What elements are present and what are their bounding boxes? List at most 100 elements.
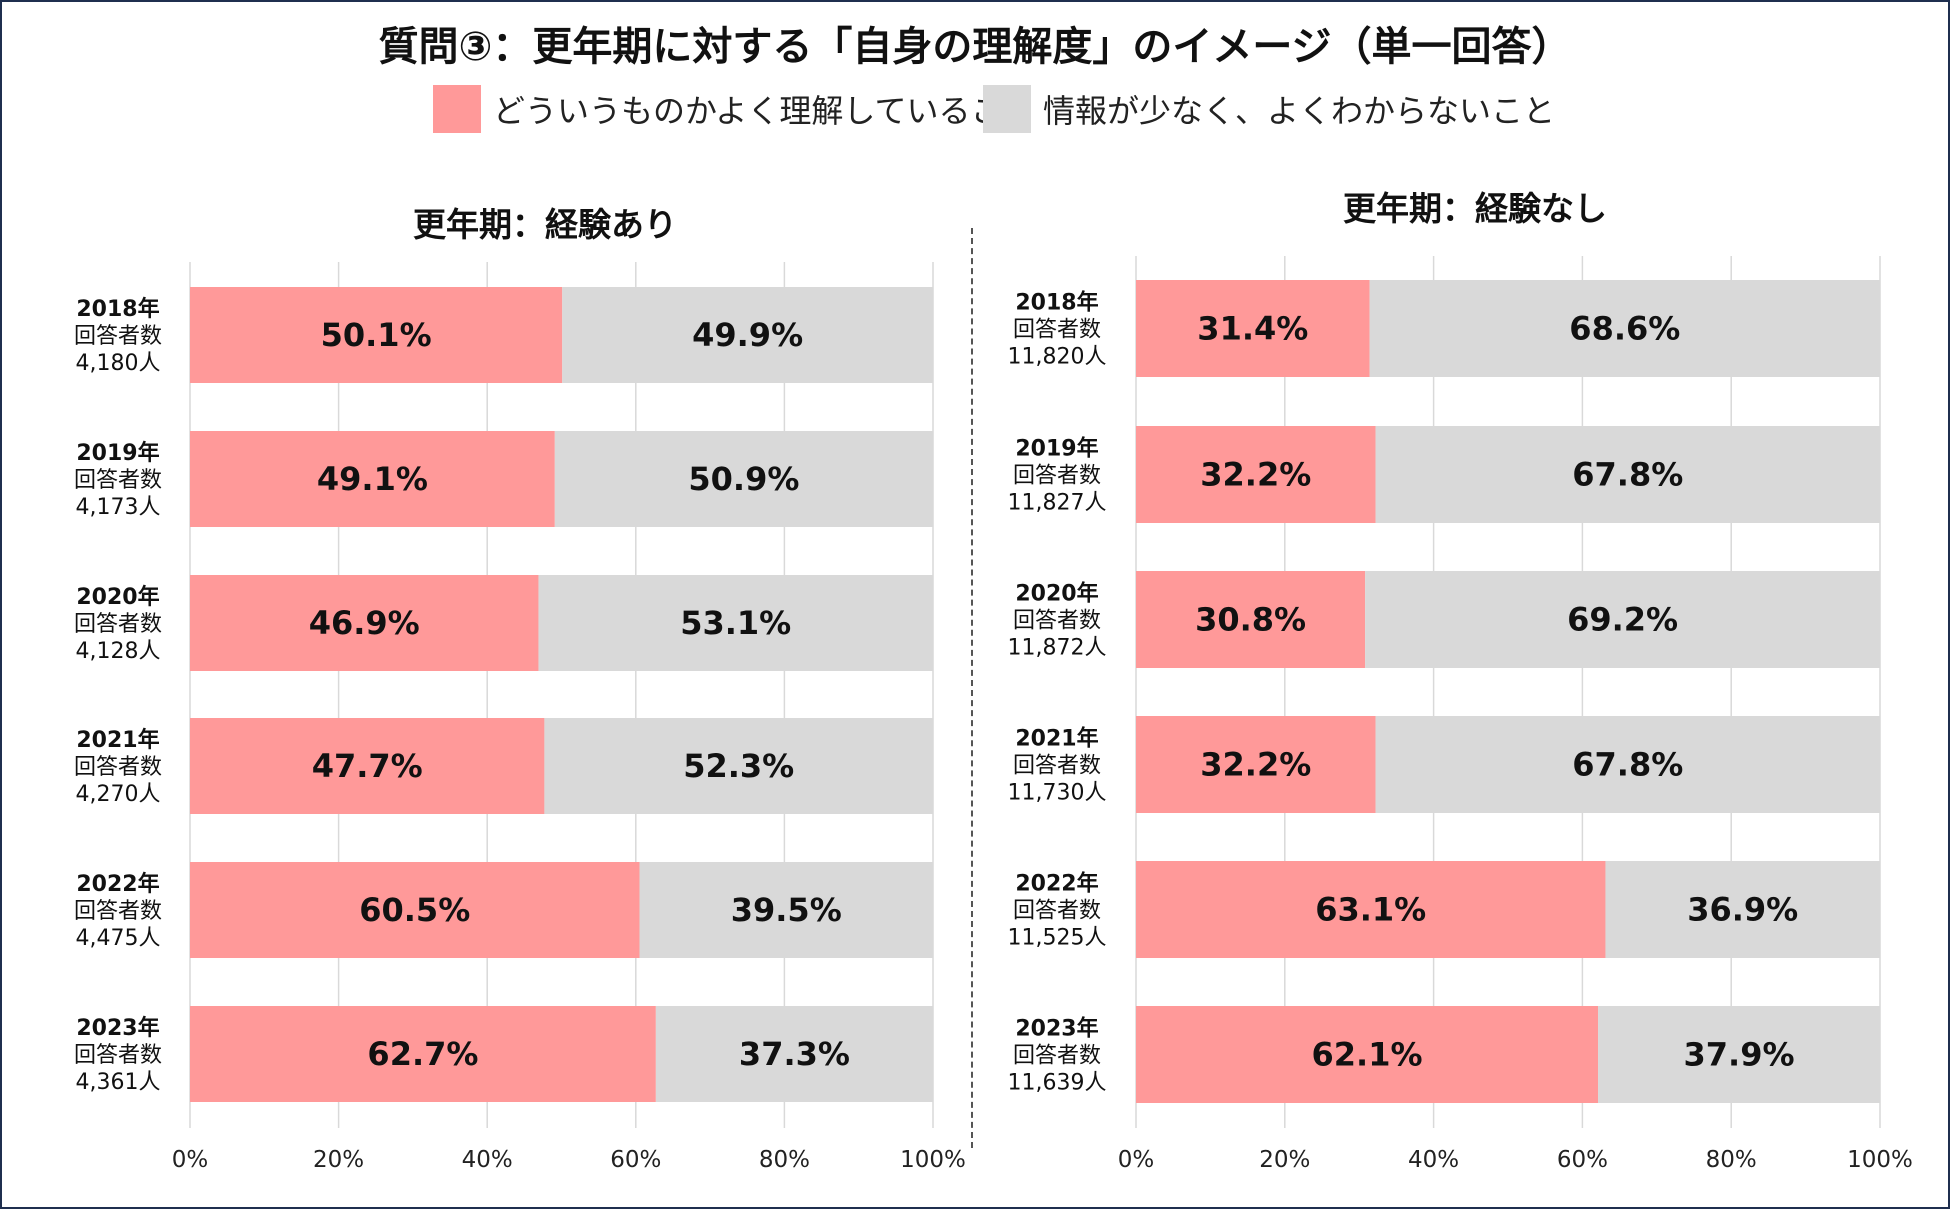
bar-not-experienced-2023年-series0 [1136, 1006, 1599, 1103]
category-label-not-experienced-5: 2023年 [1015, 1016, 1098, 1042]
value-label-not-experienced-2020年-series0: 30.8% [1195, 601, 1306, 639]
bar-experienced-2022年-series1 [639, 862, 933, 958]
panel-title-not-experienced: 更年期：経験なし [1343, 189, 1607, 228]
x-tick-label-experienced-0: 0% [172, 1147, 209, 1173]
value-label-not-experienced-2018年-series1: 68.6% [1569, 310, 1680, 348]
legend-item-unclear: 情報が少なく、よくわからないこと [983, 83, 1555, 135]
value-label-not-experienced-2022年-series1: 36.9% [1687, 891, 1798, 929]
value-label-experienced-2018年-series1: 49.9% [692, 316, 803, 354]
x-tick-label-not-experienced-5: 100% [1847, 1147, 1913, 1173]
category-label-not-experienced-1: 2019年 [1015, 436, 1098, 462]
respondents-label-not-experienced-2: 回答者数 [1013, 609, 1101, 634]
category-label-experienced-3: 2021年 [76, 727, 159, 753]
respondents-count-not-experienced-5: 11,639人 [1008, 1071, 1107, 1096]
bar-not-experienced-2021年-series0 [1136, 716, 1376, 813]
x-tick-label-not-experienced-0: 0% [1118, 1147, 1155, 1173]
bar-experienced-2023年-series1 [655, 1006, 933, 1102]
value-label-experienced-2021年-series1: 52.3% [683, 747, 794, 785]
bar-experienced-2023年-series0 [190, 1006, 656, 1102]
panel-title-experienced: 更年期：経験あり [413, 205, 677, 244]
category-label-not-experienced-3: 2021年 [1015, 726, 1098, 752]
bar-not-experienced-2019年-series0 [1136, 426, 1376, 523]
bar-not-experienced-2022年-series0 [1136, 861, 1606, 958]
bar-experienced-2018年-series1 [562, 287, 933, 383]
value-label-not-experienced-2022年-series0: 63.1% [1315, 891, 1426, 929]
bar-experienced-2019年-series1 [554, 431, 933, 527]
chart-title: 質問③：更年期に対する「自身の理解度」のイメージ（単一回答） [378, 24, 1572, 70]
category-label-experienced-2: 2020年 [76, 584, 159, 610]
legend: どういうものかよく理解していること 情報が少なく、よくわからないこと [0, 83, 1950, 135]
respondents-label-experienced-5: 回答者数 [74, 1043, 162, 1068]
bar-experienced-2020年-series1 [538, 575, 933, 671]
value-label-not-experienced-2019年-series0: 32.2% [1200, 456, 1311, 494]
x-tick-label-experienced-5: 100% [900, 1147, 966, 1173]
value-label-not-experienced-2018年-series0: 31.4% [1197, 310, 1308, 348]
bar-not-experienced-2020年-series0 [1136, 571, 1366, 668]
respondents-label-not-experienced-0: 回答者数 [1013, 318, 1101, 343]
value-label-experienced-2020年-series0: 46.9% [309, 604, 420, 642]
respondents-count-not-experienced-1: 11,827人 [1008, 491, 1107, 516]
category-label-experienced-5: 2023年 [76, 1015, 159, 1041]
value-label-experienced-2020年-series1: 53.1% [680, 604, 791, 642]
value-label-experienced-2019年-series0: 49.1% [317, 460, 428, 498]
bar-experienced-2019年-series0 [190, 431, 555, 527]
x-tick-label-not-experienced-1: 20% [1259, 1147, 1310, 1173]
category-label-experienced-1: 2019年 [76, 440, 159, 466]
legend-swatch-understand [433, 85, 481, 133]
value-label-experienced-2023年-series1: 37.3% [739, 1035, 850, 1073]
legend-swatch-unclear [983, 85, 1031, 133]
bar-not-experienced-2021年-series1 [1375, 716, 1880, 813]
value-label-not-experienced-2021年-series1: 67.8% [1572, 746, 1683, 784]
respondents-label-experienced-1: 回答者数 [74, 468, 162, 493]
respondents-count-experienced-3: 4,270人 [76, 782, 161, 807]
bar-not-experienced-2020年-series1 [1365, 571, 1880, 668]
value-label-experienced-2023年-series0: 62.7% [367, 1035, 478, 1073]
bar-experienced-2021年-series0 [190, 718, 545, 814]
bar-not-experienced-2023年-series1 [1598, 1006, 1880, 1103]
x-tick-label-not-experienced-3: 60% [1557, 1147, 1608, 1173]
respondents-label-experienced-3: 回答者数 [74, 755, 162, 780]
value-label-not-experienced-2023年-series1: 37.9% [1684, 1036, 1795, 1074]
panel-divider [971, 228, 973, 1148]
respondents-label-experienced-2: 回答者数 [74, 612, 162, 637]
x-tick-label-experienced-3: 60% [610, 1147, 661, 1173]
bar-experienced-2020年-series0 [190, 575, 539, 671]
bar-experienced-2021年-series1 [544, 718, 933, 814]
respondents-count-not-experienced-3: 11,730人 [1008, 781, 1107, 806]
bar-not-experienced-2019年-series1 [1375, 426, 1880, 523]
category-label-not-experienced-4: 2022年 [1015, 871, 1098, 897]
respondents-label-not-experienced-5: 回答者数 [1013, 1044, 1101, 1069]
value-label-not-experienced-2019年-series1: 67.8% [1572, 456, 1683, 494]
respondents-label-not-experienced-3: 回答者数 [1013, 754, 1101, 779]
respondents-count-not-experienced-0: 11,820人 [1008, 345, 1107, 370]
legend-item-understand: どういうものかよく理解していること [433, 83, 1034, 135]
value-label-not-experienced-2021年-series0: 32.2% [1200, 746, 1311, 784]
value-label-experienced-2019年-series1: 50.9% [688, 460, 799, 498]
bar-not-experienced-2022年-series1 [1605, 861, 1880, 958]
x-tick-label-not-experienced-4: 80% [1706, 1147, 1757, 1173]
category-label-experienced-0: 2018年 [76, 296, 159, 322]
x-tick-label-experienced-1: 20% [313, 1147, 364, 1173]
respondents-label-experienced-0: 回答者数 [74, 324, 162, 349]
respondents-count-not-experienced-2: 11,872人 [1008, 636, 1107, 661]
value-label-experienced-2021年-series0: 47.7% [312, 747, 423, 785]
x-tick-label-experienced-2: 40% [462, 1147, 513, 1173]
bar-not-experienced-2018年-series0 [1136, 280, 1370, 377]
respondents-count-experienced-2: 4,128人 [76, 639, 161, 664]
legend-label-unclear: 情報が少なく、よくわからないこと [1043, 92, 1556, 130]
value-label-experienced-2022年-series0: 60.5% [359, 891, 470, 929]
respondents-count-experienced-4: 4,475人 [76, 926, 161, 951]
respondents-label-experienced-4: 回答者数 [74, 899, 162, 924]
respondents-count-experienced-5: 4,361人 [76, 1070, 161, 1095]
value-label-experienced-2018年-series0: 50.1% [321, 316, 432, 354]
respondents-count-experienced-1: 4,173人 [76, 495, 161, 520]
category-label-not-experienced-0: 2018年 [1015, 290, 1098, 316]
bar-experienced-2018年-series0 [190, 287, 563, 383]
respondents-label-not-experienced-4: 回答者数 [1013, 899, 1101, 924]
value-label-experienced-2022年-series1: 39.5% [731, 891, 842, 929]
value-label-not-experienced-2020年-series1: 69.2% [1567, 601, 1678, 639]
category-label-experienced-4: 2022年 [76, 871, 159, 897]
category-label-not-experienced-2: 2020年 [1015, 581, 1098, 607]
bar-experienced-2022年-series0 [190, 862, 640, 958]
